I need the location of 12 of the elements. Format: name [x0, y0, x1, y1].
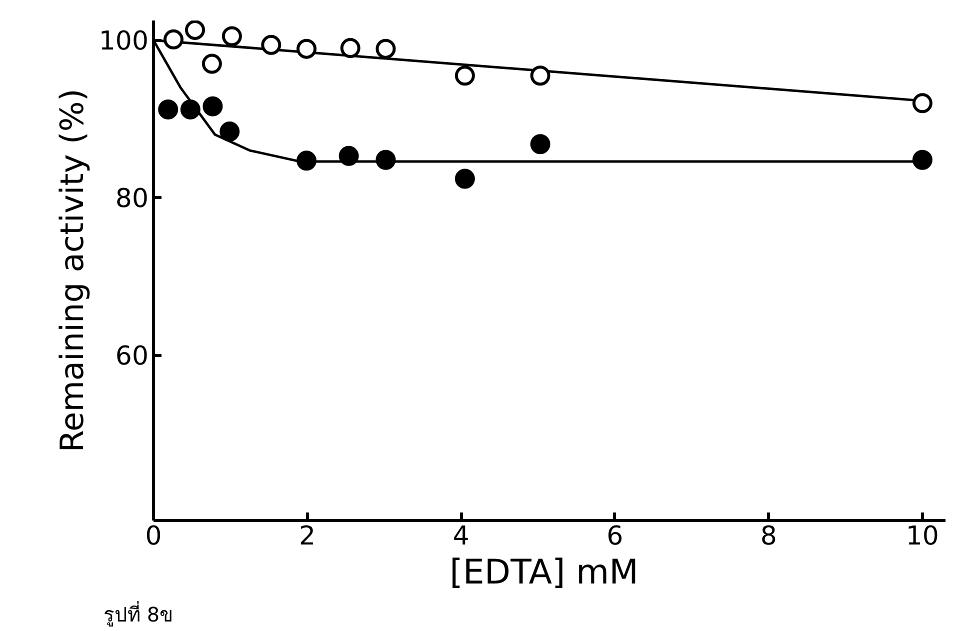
x-tick-label: 8: [760, 522, 777, 552]
y-tick-label: 60: [115, 342, 149, 372]
x-tick-label: 4: [452, 522, 470, 552]
x-axis-title: [EDTA] mM: [450, 552, 639, 592]
y-tick-label: 100: [98, 26, 149, 57]
x-tick-label: 2: [299, 522, 316, 552]
x-tick-label: 10: [906, 522, 939, 552]
x-tick-label: 6: [606, 522, 624, 552]
y-axis-title: Remaining activity (%): [52, 88, 91, 452]
y-tick-label: 80: [115, 184, 149, 214]
x-tick-label: 0: [145, 522, 162, 552]
text: รูปที่ 8ข: [104, 600, 174, 628]
